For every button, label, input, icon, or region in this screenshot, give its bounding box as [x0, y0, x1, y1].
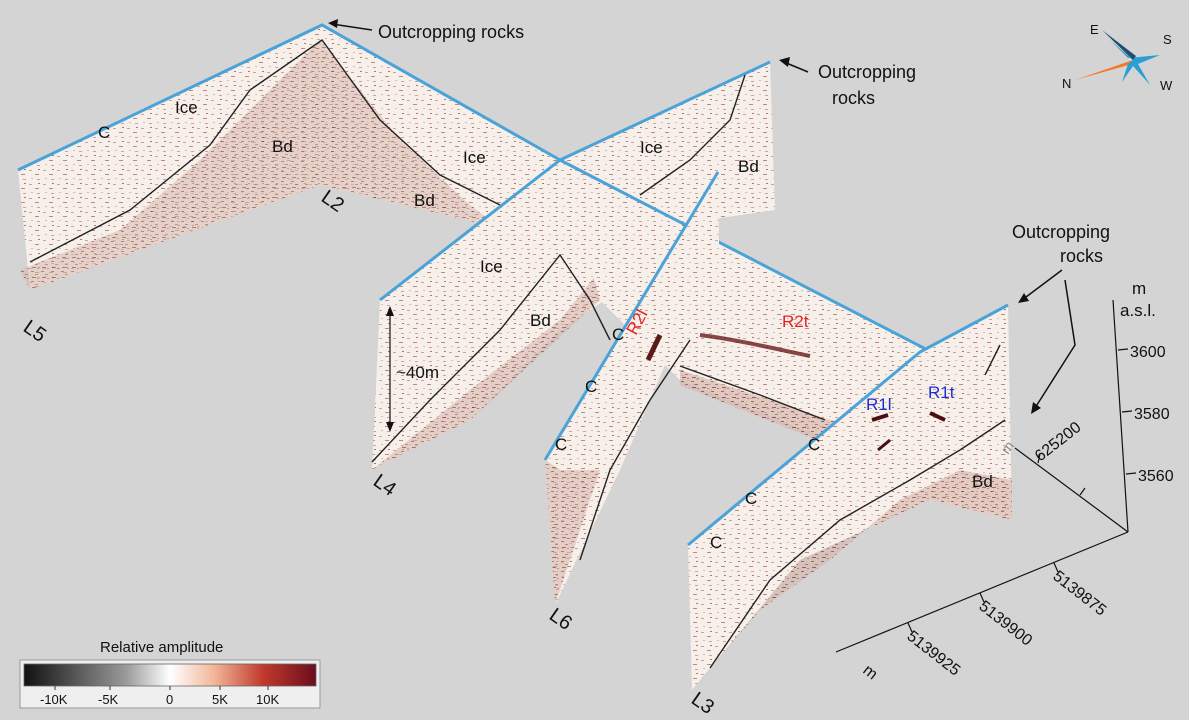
- colorbar-tick: 5K: [212, 692, 228, 707]
- outcrop-label-far-2: rocks: [1060, 246, 1103, 266]
- compass-w: W: [1160, 78, 1173, 93]
- surface-line: [543, 171, 720, 461]
- colorbar-tick: -5K: [98, 692, 119, 707]
- thickness-label: ~40m: [396, 363, 439, 382]
- northing-tick: 5139875: [1050, 568, 1110, 620]
- northing-tick: 5139925: [904, 628, 964, 680]
- bed-interface: [709, 419, 1006, 669]
- reflector-r2t-label: R2t: [782, 312, 809, 331]
- profile-label-l5: L5: [19, 316, 50, 347]
- compass-n: N: [1062, 76, 1071, 91]
- compass-rose-icon: [1110, 40, 1160, 85]
- bed-interface: [679, 365, 826, 421]
- easting-axis: [1014, 447, 1129, 533]
- bed-interface: [371, 253, 611, 463]
- crevasse-label: C: [585, 377, 597, 396]
- surface-line: [687, 303, 1009, 547]
- bedrock-label: Bd: [530, 311, 551, 330]
- crevasse-label: C: [808, 435, 820, 454]
- elevation-axis: [1112, 299, 1129, 533]
- compass-e: E: [1090, 22, 1099, 37]
- crevasse-label: C: [612, 325, 624, 344]
- colorbar-gradient: [23, 663, 317, 687]
- outcrop-label-right-1: Outcropping: [818, 62, 916, 82]
- profile-label-l3: L3: [687, 688, 718, 719]
- surface-line: [17, 23, 561, 172]
- colorbar: Relative amplitude -10K -5K 0 5K 10K: [19, 639, 321, 709]
- crevasse-label: C: [555, 435, 567, 454]
- elevation-unit-asl: a.s.l.: [1120, 301, 1156, 320]
- ice-label: Ice: [640, 138, 663, 157]
- panel-l5-l2: [17, 23, 561, 290]
- ice-label: Ice: [463, 148, 486, 167]
- ice-label: Ice: [175, 98, 198, 117]
- easting-tick: 625200: [1032, 419, 1085, 465]
- colorbar-tick: -10K: [40, 692, 68, 707]
- northing-unit: m: [860, 662, 881, 684]
- bed-interface: [579, 339, 691, 561]
- colorbar-tick: 0: [166, 692, 173, 707]
- outcrop-label-top: Outcropping rocks: [378, 22, 524, 42]
- bed-interface: [639, 74, 746, 196]
- surface-line: [379, 158, 561, 302]
- northing-axis: [835, 531, 1129, 653]
- elevation-unit: m: [1132, 279, 1146, 298]
- bedrock-label: Bd: [972, 472, 993, 491]
- panel-l6: [543, 171, 720, 605]
- north-arrow-icon: [1075, 60, 1133, 80]
- outcrop-label-far-1: Outcropping: [1012, 222, 1110, 242]
- colorbar-title: Relative amplitude: [100, 639, 223, 656]
- surface-line: [559, 60, 771, 162]
- outcrop-label-right-2: rocks: [832, 88, 875, 108]
- elevation-tick: 3560: [1138, 468, 1174, 485]
- crevasse-label: C: [98, 123, 110, 142]
- bedrock-label: Bd: [414, 191, 435, 210]
- compass-s: S: [1163, 32, 1172, 47]
- elevation-tick: 3600: [1130, 344, 1166, 361]
- crevasse-label: C: [745, 489, 757, 508]
- crevasse-label: C: [710, 533, 722, 552]
- elevation-tick: 3580: [1134, 406, 1170, 423]
- profile-label-l4: L4: [369, 470, 400, 501]
- outcrop-arrows: [328, 19, 1076, 414]
- compass: E S N W: [1062, 22, 1173, 93]
- ice-label: Ice: [480, 257, 503, 276]
- bed-interface: [29, 39, 501, 263]
- reflector-r1t-label: R1t: [928, 383, 955, 402]
- panel-l3: [687, 303, 1012, 690]
- reflector-r1l-label: R1l: [866, 395, 892, 414]
- northing-tick: 5139900: [976, 598, 1036, 650]
- colorbar-tick: 10K: [256, 692, 279, 707]
- bedrock-label: Bd: [738, 157, 759, 176]
- profile-label-l6: L6: [545, 604, 576, 635]
- bedrock-label: Bd: [272, 137, 293, 156]
- profile-label-l2: L2: [317, 186, 348, 217]
